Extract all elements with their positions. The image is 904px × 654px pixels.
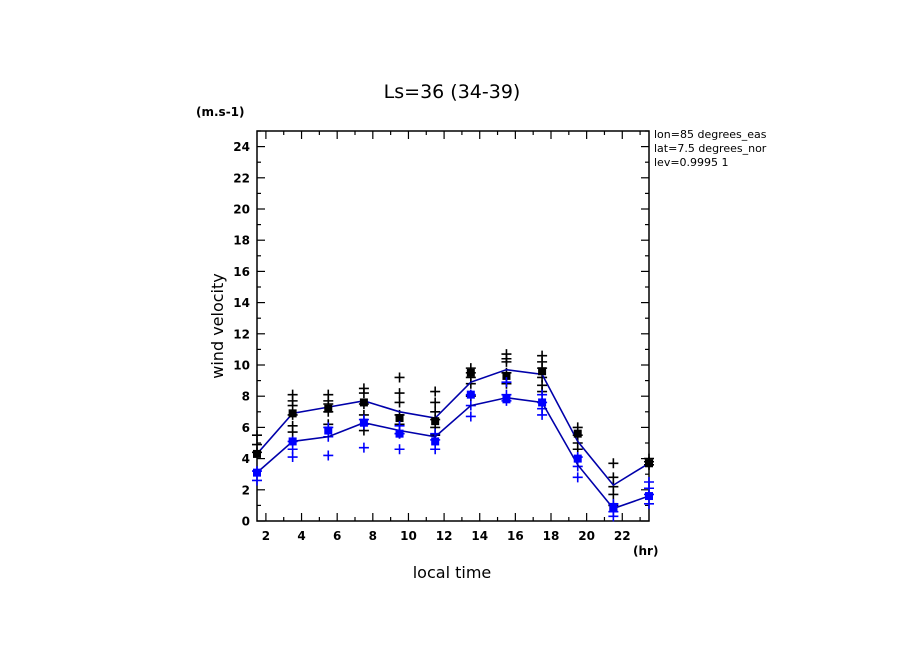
y-tick-label: 18 (233, 234, 250, 248)
square-marker (538, 367, 547, 376)
square-marker (609, 502, 618, 511)
square-marker (573, 454, 582, 463)
square-marker (288, 437, 297, 446)
plot-frame (256, 130, 650, 522)
cross-marker (394, 444, 405, 455)
square-marker (466, 390, 475, 399)
cross-marker (537, 409, 548, 420)
y-tick-label: 20 (233, 203, 250, 217)
data-marks (252, 349, 654, 522)
x-tick-label: 4 (297, 529, 305, 543)
cross-marker (323, 450, 334, 461)
cross-marker (608, 472, 619, 483)
cross-marker (465, 378, 476, 389)
square-marker (359, 418, 368, 427)
square-marker (466, 368, 475, 377)
square-marker (395, 429, 404, 438)
y-tick-label: 4 (242, 452, 250, 466)
y-tick-label: 14 (233, 296, 250, 310)
y-tick-label: 16 (233, 265, 250, 279)
y-tick-label: 2 (242, 483, 250, 497)
chart-title: Ls=36 (34-39) (384, 81, 521, 103)
square-marker (502, 371, 511, 380)
x-tick-label: 2 (262, 529, 270, 543)
square-marker (324, 426, 333, 435)
plot-annotation: lon=85 degrees_eas lat=7.5 degrees_nor l… (654, 128, 767, 169)
cross-marker (430, 397, 441, 408)
series-1 (252, 349, 654, 511)
cross-marker (358, 442, 369, 453)
x-tick-label: 10 (400, 529, 417, 543)
square-marker (538, 398, 547, 407)
cross-marker (501, 377, 512, 388)
cross-marker (252, 475, 262, 486)
axis-ticks (257, 130, 649, 522)
y-tick-label: 10 (233, 359, 250, 373)
x-tick-label: 12 (436, 529, 453, 543)
y-tick-label: 8 (242, 390, 250, 404)
x-tick-label: 22 (614, 529, 631, 543)
square-marker (645, 492, 653, 501)
square-marker (253, 449, 261, 458)
y-tick-label: 0 (242, 515, 250, 529)
square-marker (359, 398, 368, 407)
x-tick-label: 6 (333, 529, 341, 543)
cross-marker (430, 386, 441, 397)
cross-marker (287, 452, 298, 463)
cross-marker (608, 511, 619, 522)
annotation-lon: lon=85 degrees_eas (654, 128, 767, 141)
cross-marker (394, 388, 405, 399)
series-2 (252, 377, 654, 522)
x-tick-label: 16 (507, 529, 524, 543)
y-axis-label: wind velocity (208, 273, 227, 378)
cross-marker (287, 400, 298, 411)
x-unit-label: (hr) (633, 544, 658, 558)
square-marker (431, 417, 440, 426)
annotation-lev: lev=0.9995 1 (654, 156, 729, 169)
cross-marker (608, 458, 619, 469)
square-marker (502, 395, 511, 404)
x-tick-label: 14 (471, 529, 488, 543)
cross-marker (394, 397, 405, 408)
cross-marker (501, 356, 512, 367)
y-tick-label: 6 (242, 421, 250, 435)
y-tick-label: 22 (233, 171, 250, 185)
x-tick-label: 20 (578, 529, 595, 543)
mean-line (256, 396, 650, 510)
cross-marker (572, 461, 583, 472)
square-marker (288, 409, 297, 418)
y-tick-label: 12 (233, 327, 250, 341)
x-axis-label: local time (413, 563, 492, 582)
cross-marker (394, 372, 405, 383)
cross-marker (608, 489, 619, 500)
cross-marker (287, 427, 298, 438)
y-tick-label: 24 (233, 140, 250, 154)
x-tick-label: 18 (543, 529, 560, 543)
mean-line (256, 368, 650, 487)
annotation-lat: lat=7.5 degrees_nor (654, 142, 767, 155)
cross-marker (252, 430, 262, 441)
square-marker (395, 414, 404, 423)
x-tick-label: 8 (369, 529, 377, 543)
cross-marker (358, 388, 369, 399)
cross-marker (572, 472, 583, 483)
cross-marker (465, 411, 476, 422)
square-marker (431, 437, 440, 446)
y-unit-label: (m.s-1) (196, 105, 245, 119)
x-tick-labels: 2 4 6 8 10 12 14 16 18 20 22 (262, 529, 631, 543)
square-marker (573, 429, 582, 438)
cross-marker (430, 444, 441, 455)
cross-marker (644, 498, 654, 509)
square-marker (645, 459, 653, 468)
square-marker (324, 404, 333, 413)
square-marker (253, 468, 261, 477)
